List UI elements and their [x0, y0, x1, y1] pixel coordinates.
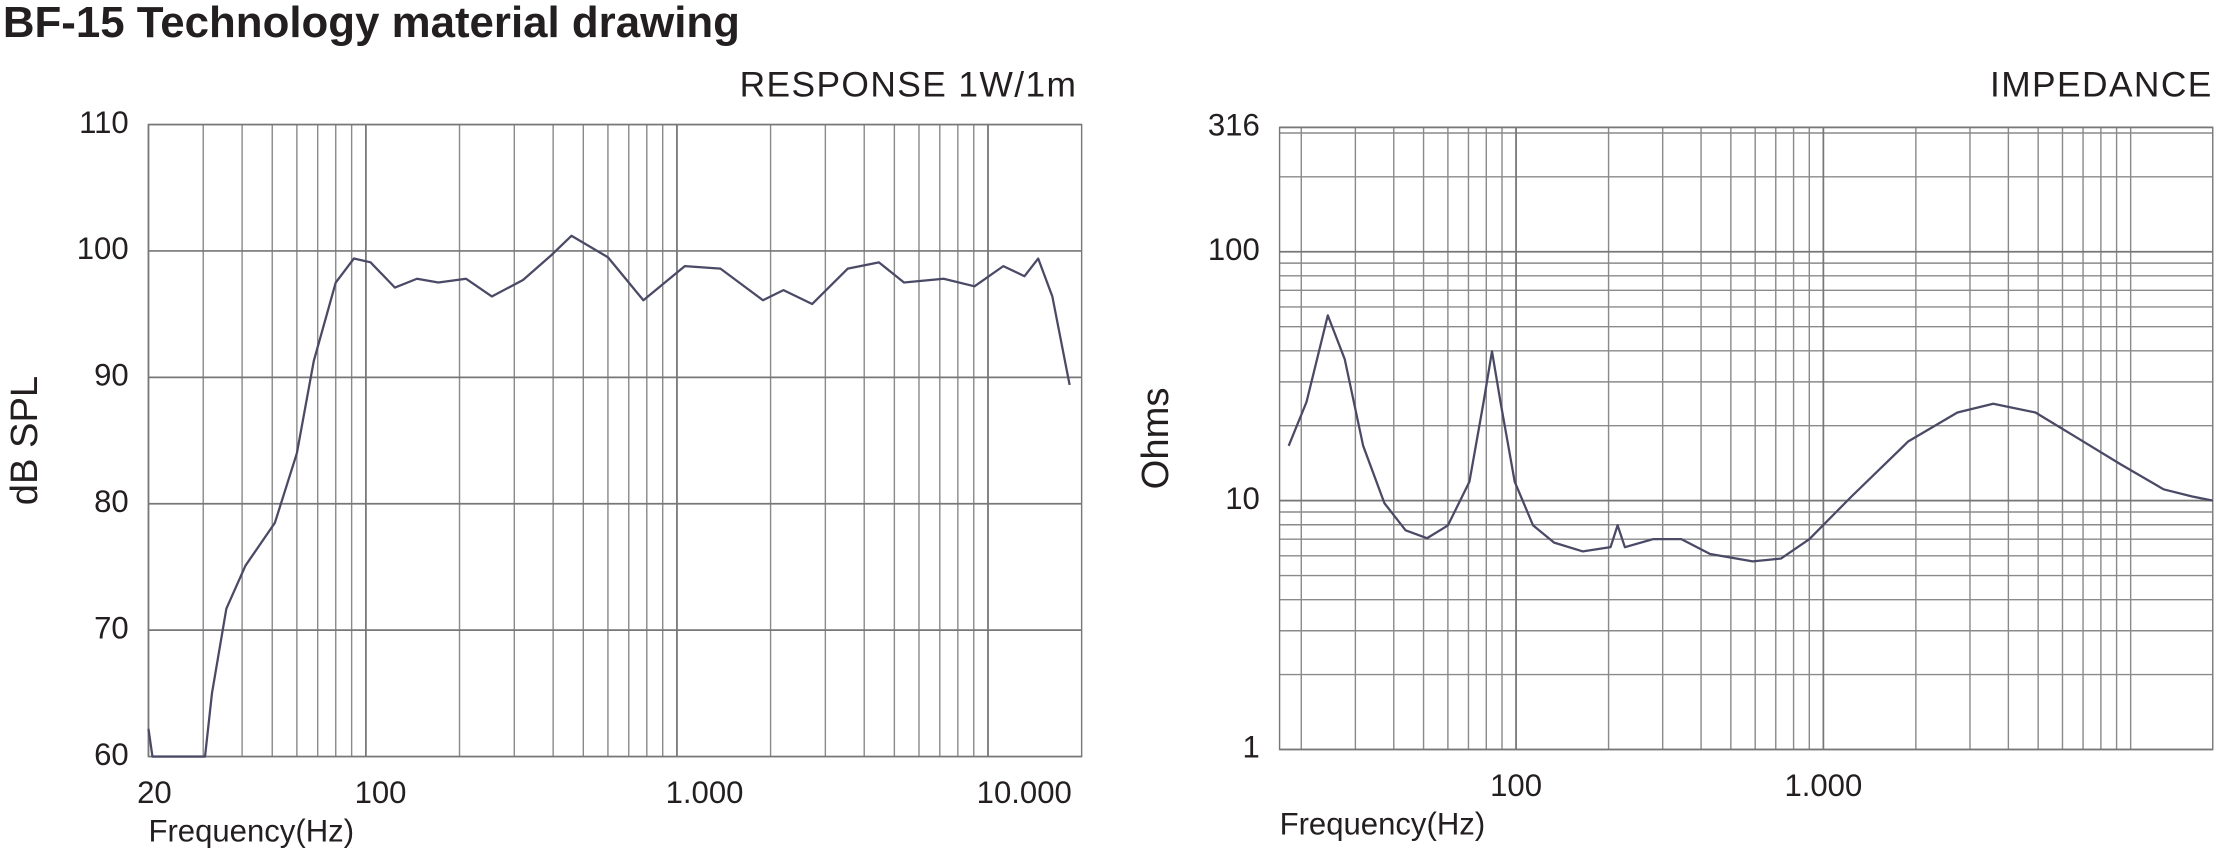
page-title: BF-15 Technology material drawing [3, 0, 740, 47]
x-tick-label: 1.000 [666, 775, 744, 810]
y-tick-label: 80 [94, 484, 129, 519]
response-curve [147, 234, 1071, 758]
x-tick-label: 100 [355, 775, 407, 810]
y-tick-label: 10 [1225, 481, 1260, 516]
plot-frame [147, 123, 1083, 758]
x-axis-label: Frequency(Hz) [1280, 806, 1486, 841]
chart-title: IMPEDANCE [1990, 65, 2213, 104]
y-tick-label: 110 [79, 105, 129, 140]
x-tick-label: 20 [137, 775, 172, 810]
x-tick-label: 100 [1490, 768, 1542, 803]
y-tick-label: 90 [94, 358, 129, 393]
chart-title: RESPONSE 1W/1m [740, 65, 1078, 104]
y-tick-label: 1 [1242, 730, 1259, 765]
x-axis-label: Frequency(Hz) [148, 813, 354, 848]
y-tick-label: 60 [94, 737, 129, 772]
y-tick-label: 316 [1208, 108, 1260, 143]
x-tick-label: 10.000 [977, 775, 1072, 810]
x-tick-label: 1.000 [1784, 768, 1862, 803]
y-tick-label: 70 [94, 610, 129, 645]
y-tick-label: 100 [1208, 232, 1260, 267]
y-axis-label: Ohms [1134, 388, 1177, 490]
y-axis-label: dB SPL [3, 376, 46, 505]
plot-frame [1278, 126, 2214, 751]
y-tick-label: 100 [77, 231, 129, 266]
response-curve [1287, 314, 2213, 563]
